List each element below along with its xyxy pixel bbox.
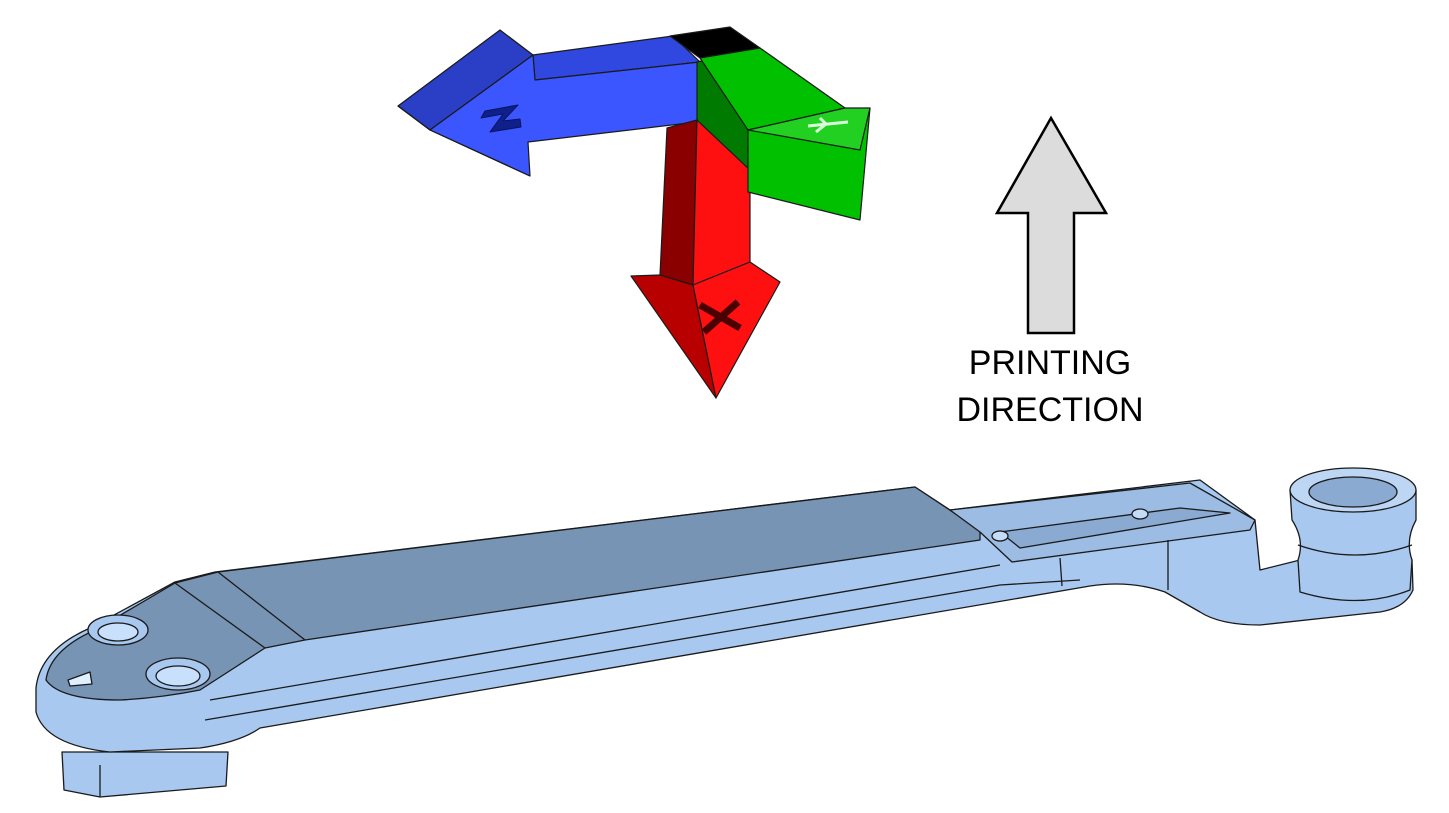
printing-direction-line1: PRINTING	[968, 344, 1132, 382]
z-arrow-edge	[397, 105, 531, 177]
part-triangle-mark	[67, 671, 93, 687]
part-hole-2-inner	[155, 665, 201, 687]
part-edge-line-1	[209, 564, 1001, 701]
part-edge-line-6	[217, 571, 306, 641]
part-post-bore	[1308, 476, 1398, 508]
part-top-face	[45, 486, 981, 701]
part-bottom-tab	[61, 751, 229, 798]
part-post-groove	[1297, 544, 1413, 556]
x-shaft-dark	[659, 119, 698, 286]
part-edge-line-3	[1059, 557, 1063, 587]
z-axis-arrow	[397, 29, 701, 177]
printing-direction-arrow	[994, 115, 1109, 335]
channel-hole-right	[1131, 508, 1149, 520]
x-axis-letter-icon	[698, 299, 742, 335]
printing-direction-line2: DIRECTION	[956, 391, 1144, 429]
z-axis-letter-icon	[480, 104, 522, 133]
part-edge-line-5	[174, 582, 266, 649]
x-axis-arrow	[630, 119, 781, 399]
part-model	[35, 467, 1417, 798]
y-axis-arrow	[696, 47, 871, 221]
part-slot	[999, 507, 1231, 549]
part-post-body	[1289, 489, 1417, 602]
part-edge-line-2	[204, 579, 1081, 721]
part-hole-1-inner	[97, 622, 139, 642]
y-axis-letter-icon	[807, 116, 849, 134]
channel-hole-left	[991, 530, 1009, 542]
axis-triad	[397, 26, 871, 399]
printing-direction-label: PRINTING DIRECTION	[930, 340, 1170, 434]
y-head-top	[747, 107, 871, 151]
